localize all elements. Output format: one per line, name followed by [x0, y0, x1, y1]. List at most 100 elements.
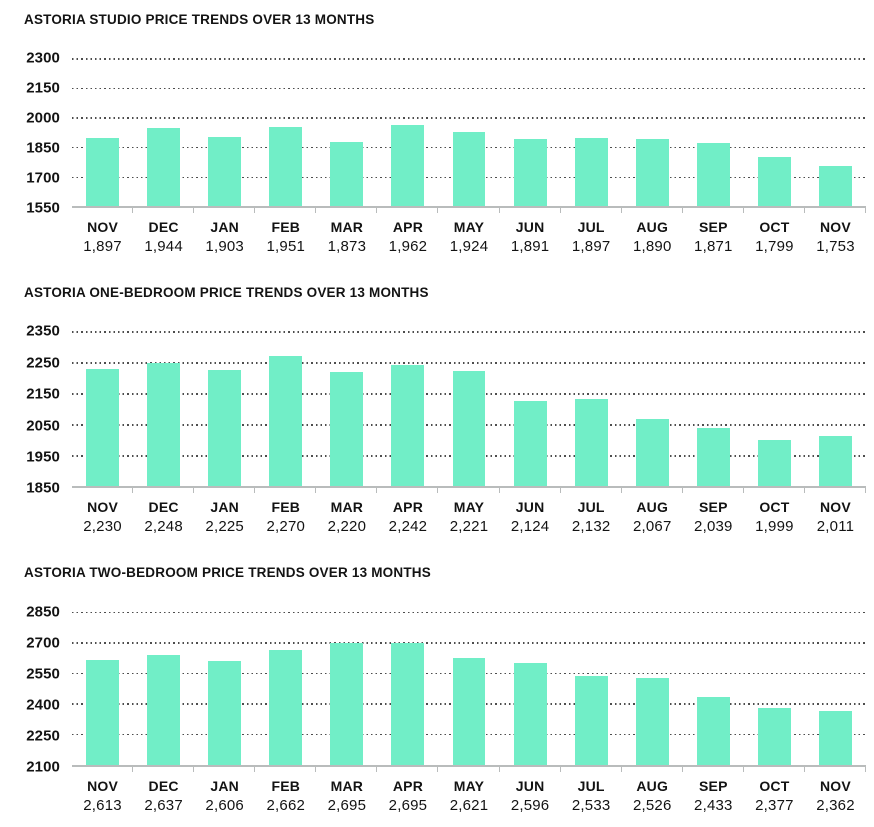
- month-label: APR: [392, 219, 424, 236]
- x-axis-label: DEC 2,637: [133, 778, 194, 814]
- bar-column: [255, 331, 316, 487]
- bar-column: [316, 58, 377, 207]
- month-label: APR: [392, 777, 424, 794]
- axis-tick: [255, 488, 317, 494]
- bar: [269, 356, 303, 487]
- x-axis-ticks: [72, 488, 867, 494]
- axis-tick: [561, 766, 622, 772]
- x-axis-labels: NOV 1,897 DEC 1,944 JAN 1,903 FEB 1,951 MAR 1,873…: [72, 208, 866, 255]
- bar-column: [194, 612, 255, 765]
- bar: [208, 661, 242, 765]
- axis-tick: [255, 766, 317, 772]
- bar: [513, 138, 547, 207]
- value-label: 1,951: [266, 238, 306, 256]
- bar: [269, 649, 303, 765]
- month-label: JAN: [210, 777, 239, 794]
- y-axis-label: 2150: [26, 385, 60, 403]
- month-label: JAN: [210, 219, 239, 236]
- x-axis-label: JAN 2,225: [194, 499, 255, 535]
- x-axis-label: DEC 1,944: [133, 219, 194, 255]
- bar: [635, 419, 669, 487]
- bar-column: [438, 58, 499, 207]
- y-axis-label: 2300: [26, 49, 60, 67]
- axis-tick: [316, 208, 378, 214]
- bar: [452, 132, 486, 207]
- x-axis-label: MAY 2,621: [438, 778, 499, 814]
- axis-tick: [805, 766, 867, 772]
- x-axis-label: FEB 1,951: [255, 219, 316, 255]
- x-axis-ticks: [72, 766, 867, 772]
- axis-tick: [133, 488, 195, 494]
- axis-tick: [72, 208, 134, 214]
- bar-column: [133, 331, 194, 487]
- bar-column: [561, 331, 622, 487]
- axis-tick: [683, 208, 744, 214]
- bar: [147, 363, 181, 487]
- value-label: 2,270: [266, 518, 306, 536]
- axis-tick: [194, 208, 256, 214]
- bar: [391, 124, 425, 207]
- month-label: NOV: [820, 499, 851, 516]
- value-label: 2,220: [327, 518, 367, 536]
- x-axis-label: MAR 2,220: [316, 499, 377, 535]
- chart-one-bedroom: ASTORIA ONE-BEDROOM PRICE TRENDS OVER 13…: [24, 285, 867, 536]
- bar: [574, 137, 608, 207]
- axis-tick: [561, 488, 622, 494]
- axis-tick: [683, 488, 744, 494]
- y-axis-label: 2000: [26, 109, 60, 127]
- value-label: 2,695: [327, 796, 367, 814]
- axis-tick: [500, 208, 561, 214]
- value-label: 2,132: [571, 518, 611, 536]
- month-label: FEB: [271, 219, 301, 236]
- y-axis-label: 2250: [26, 354, 60, 372]
- axis-tick: [805, 208, 867, 214]
- chart-grid: 2350 2250 2150 2050 1950 1850 NOV 2,230 DEC 2,24…: [24, 323, 867, 536]
- value-label: 1,871: [694, 238, 733, 256]
- value-label: 1,897: [83, 238, 122, 256]
- x-axis-label: AUG 1,890: [622, 219, 683, 255]
- axis-tick: [72, 488, 134, 494]
- axis-tick: [72, 766, 134, 772]
- bar-column: [255, 58, 316, 207]
- month-label: NOV: [87, 777, 119, 794]
- month-label: AUG: [636, 219, 669, 236]
- value-label: 2,039: [694, 518, 733, 536]
- value-label: 1,890: [632, 238, 672, 256]
- bar: [635, 677, 669, 765]
- bar-column: [805, 331, 866, 487]
- value-label: 1,944: [144, 238, 183, 256]
- gridline: [72, 58, 866, 60]
- month-label: APR: [392, 499, 424, 516]
- bar: [696, 427, 730, 487]
- x-axis-label: JAN 2,606: [194, 778, 255, 814]
- bar-column: [377, 331, 438, 487]
- month-label: OCT: [759, 499, 790, 516]
- value-label: 2,221: [449, 518, 489, 536]
- chart-title: ASTORIA ONE-BEDROOM PRICE TRENDS OVER 13…: [24, 285, 429, 301]
- value-label: 2,526: [632, 796, 672, 814]
- axis-tick: [744, 208, 805, 214]
- bar-column: [72, 58, 133, 207]
- month-label: FEB: [271, 499, 301, 516]
- bar-column: [622, 58, 683, 207]
- x-axis-label: SEP 2,433: [683, 778, 744, 814]
- month-label: MAY: [453, 777, 485, 794]
- x-axis-label: JUN 2,596: [500, 778, 561, 814]
- plot-area: [72, 611, 867, 772]
- x-axis-label: AUG 2,526: [622, 778, 683, 814]
- value-label: 2,695: [388, 796, 428, 814]
- bar: [757, 440, 791, 487]
- bar: [635, 139, 669, 207]
- x-axis-label: JUL 2,533: [561, 778, 622, 814]
- bar-column: [72, 331, 133, 487]
- axis-tick: [316, 488, 378, 494]
- month-label: AUG: [636, 777, 669, 794]
- value-label: 1,873: [327, 238, 367, 256]
- bar-column: [683, 331, 744, 487]
- axis-tick: [377, 488, 439, 494]
- bar: [330, 643, 364, 765]
- x-axis-label: OCT 1,799: [744, 219, 805, 255]
- bar: [757, 157, 791, 207]
- bar-column: [561, 612, 622, 765]
- bar: [147, 655, 181, 765]
